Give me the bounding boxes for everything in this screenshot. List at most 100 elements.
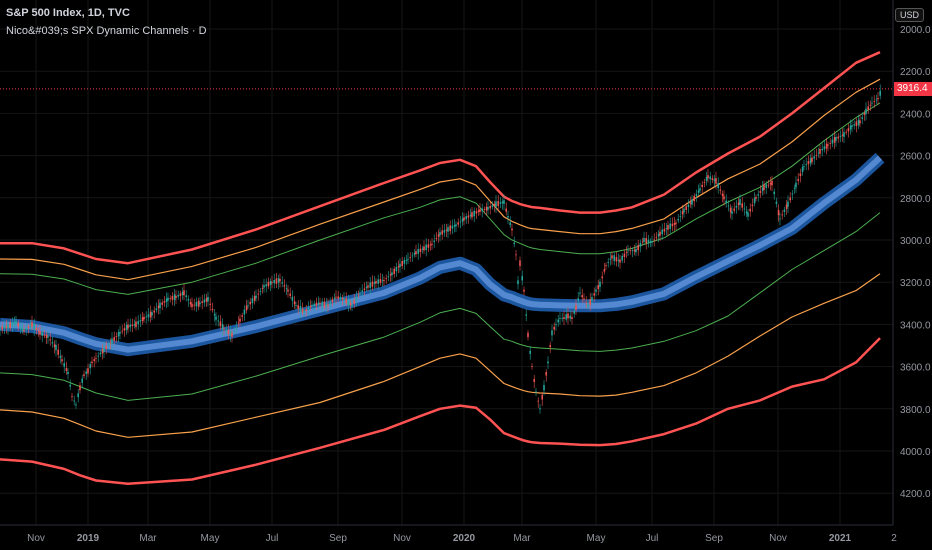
candle-body bbox=[579, 292, 581, 294]
candle-body bbox=[169, 298, 171, 300]
candle-body bbox=[41, 332, 43, 336]
candle-body bbox=[91, 361, 93, 364]
candle-body bbox=[575, 304, 577, 311]
candle-body bbox=[331, 299, 334, 303]
series-line-4 bbox=[0, 212, 881, 401]
candle-body bbox=[815, 154, 818, 156]
candle-body bbox=[351, 304, 353, 307]
candle-body bbox=[759, 191, 762, 193]
y-tick-label: 3600.0 bbox=[900, 363, 931, 374]
candle-body bbox=[417, 249, 419, 254]
candle-body bbox=[743, 208, 746, 210]
candle-body bbox=[313, 303, 315, 307]
candle-body bbox=[819, 148, 821, 154]
candle-body bbox=[719, 189, 722, 191]
candle-body bbox=[231, 333, 233, 337]
candle-body bbox=[717, 183, 719, 189]
currency-label[interactable]: USD bbox=[894, 8, 924, 22]
candle-body bbox=[257, 293, 259, 295]
candle-body bbox=[225, 329, 227, 332]
candle-body bbox=[101, 348, 104, 354]
candle-body bbox=[473, 210, 475, 217]
candle-body bbox=[309, 305, 312, 308]
candle-body bbox=[463, 217, 465, 221]
candle-body bbox=[649, 241, 652, 243]
x-tick-label: Nov bbox=[393, 533, 411, 544]
y-tick-label: 3200.0 bbox=[900, 278, 931, 289]
candle-body bbox=[281, 282, 283, 284]
indicator-title[interactable]: Nico&#039;s SPX Dynamic Channels · D bbox=[6, 25, 207, 37]
candle-body bbox=[87, 368, 89, 374]
candle-body bbox=[873, 101, 875, 102]
candle-body bbox=[729, 207, 732, 213]
candle-body bbox=[297, 305, 299, 310]
candle-body bbox=[619, 259, 621, 263]
candle-body bbox=[279, 279, 281, 282]
candle-body bbox=[413, 252, 416, 255]
candle-body bbox=[29, 324, 32, 327]
candle-body bbox=[425, 244, 427, 251]
candle-body bbox=[617, 259, 620, 261]
candle-body bbox=[335, 296, 337, 298]
candle-body bbox=[427, 244, 430, 248]
candle-body bbox=[73, 400, 75, 402]
candle-body bbox=[855, 121, 858, 127]
candle-body bbox=[545, 371, 547, 376]
candle-body bbox=[839, 135, 842, 137]
candle-body bbox=[193, 304, 195, 306]
candle-body bbox=[829, 142, 831, 144]
candle-body bbox=[423, 246, 425, 251]
candle-body bbox=[603, 269, 606, 272]
candle-body bbox=[311, 304, 313, 306]
candle-body bbox=[499, 202, 502, 204]
candle-body bbox=[131, 324, 134, 327]
candle-body bbox=[697, 190, 700, 193]
candle-body bbox=[489, 206, 491, 209]
candle-body bbox=[655, 237, 658, 239]
candle-body bbox=[481, 208, 483, 212]
candle-body bbox=[589, 299, 591, 305]
candle-body bbox=[453, 225, 456, 227]
candle-body bbox=[479, 209, 481, 212]
candle-body bbox=[651, 241, 653, 243]
candle-body bbox=[597, 285, 599, 290]
symbol-title[interactable]: S&P 500 Index, 1D, TVC bbox=[6, 7, 130, 19]
candle-body bbox=[521, 276, 523, 281]
candle-body bbox=[841, 134, 844, 136]
candle-body bbox=[745, 211, 748, 214]
candle-body bbox=[647, 239, 650, 243]
candle-body bbox=[31, 321, 33, 327]
candle-body bbox=[267, 281, 270, 287]
candle-body bbox=[851, 125, 853, 127]
y-tick-label: 2000.0 bbox=[900, 25, 931, 36]
candle-body bbox=[449, 225, 451, 232]
x-tick-label: Mar bbox=[139, 533, 157, 544]
candle-body bbox=[215, 316, 217, 320]
candle-body bbox=[533, 379, 535, 382]
candle-body bbox=[673, 222, 676, 225]
candle-body bbox=[63, 363, 65, 367]
candle-body bbox=[39, 330, 41, 335]
candle-body bbox=[299, 305, 302, 312]
time-axis[interactable]: Nov 2019 Mar May Jul Sep Nov 2020 Mar May Jul Sep No… bbox=[0, 524, 932, 550]
candle-body bbox=[837, 136, 839, 139]
x-tick-label: Jul bbox=[266, 533, 279, 544]
candle-body bbox=[171, 296, 174, 300]
candle-body bbox=[511, 228, 513, 231]
candle-body bbox=[53, 344, 56, 348]
candle-body bbox=[509, 222, 511, 226]
candle-body bbox=[513, 242, 515, 245]
candle-body bbox=[373, 282, 376, 284]
candle-body bbox=[461, 218, 464, 222]
candle-body bbox=[359, 292, 361, 294]
candle-body bbox=[559, 318, 561, 319]
y-tick-label: 4200.0 bbox=[900, 489, 931, 500]
y-tick-label: 2200.0 bbox=[900, 67, 931, 78]
candle-body bbox=[395, 267, 398, 272]
candle-body bbox=[183, 290, 185, 296]
candle-body bbox=[3, 326, 6, 329]
candle-body bbox=[549, 345, 551, 348]
candle-body bbox=[643, 238, 645, 242]
candle-body bbox=[189, 302, 192, 305]
